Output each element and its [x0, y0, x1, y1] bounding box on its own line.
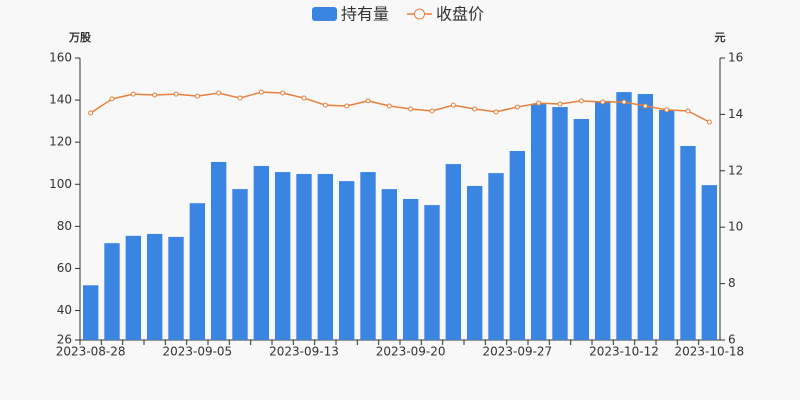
bar: [232, 189, 248, 340]
bar: [701, 185, 718, 340]
y-tick-label: 160: [49, 51, 72, 65]
y-tick-label: 80: [57, 219, 72, 233]
y-tick-label: 26: [57, 333, 72, 347]
x-tick-label: 2023-09-20: [376, 345, 446, 359]
point: [642, 103, 648, 109]
point: [578, 98, 584, 104]
point: [472, 106, 478, 112]
point: [365, 98, 371, 104]
x-tick-label: 2023-09-13: [269, 345, 339, 359]
bar: [445, 164, 462, 340]
point: [130, 91, 136, 97]
point: [109, 96, 115, 102]
point: [536, 100, 542, 106]
point: [280, 90, 286, 96]
bar: [146, 233, 163, 340]
point: [621, 99, 627, 105]
point: [408, 106, 414, 112]
point: [685, 108, 691, 114]
point: [152, 92, 158, 98]
point: [301, 95, 307, 101]
x-tick-label: 2023-09-05: [162, 345, 232, 359]
point: [706, 119, 712, 125]
bar: [253, 165, 270, 340]
bar: [168, 236, 184, 340]
legend-label: 收盘价: [436, 5, 484, 24]
bar: [360, 172, 376, 340]
point: [664, 107, 670, 113]
bar: [210, 161, 227, 340]
legend-swatch: [312, 7, 337, 21]
bar: [317, 173, 334, 340]
point: [429, 108, 435, 114]
y-axis-title: 万股: [68, 31, 92, 44]
bar: [594, 100, 611, 341]
y2-tick-label: 6: [728, 333, 736, 347]
y-tick-label: 120: [49, 135, 72, 149]
bar: [530, 104, 547, 340]
bar: [637, 93, 654, 340]
x-tick-label: 2023-10-12: [589, 345, 659, 359]
y-tick-label: 40: [57, 303, 72, 317]
point: [600, 99, 606, 105]
point: [322, 102, 328, 108]
y-tick-label: 100: [49, 177, 72, 191]
point: [557, 101, 563, 107]
line: [90, 91, 710, 123]
bar: [573, 119, 590, 341]
x-tick-label: 2023-10-18: [674, 345, 744, 359]
bar: [381, 189, 398, 340]
point: [493, 109, 499, 115]
bar: [296, 173, 312, 340]
bar: [680, 145, 696, 340]
y2-tick-label: 14: [728, 107, 743, 121]
x-tick-label: 2023-08-28: [56, 345, 126, 359]
point: [450, 102, 456, 108]
point: [237, 95, 243, 101]
point: [514, 104, 520, 110]
y2-axis-title: 元: [715, 31, 726, 44]
y-tick-label: 60: [57, 261, 72, 275]
y2-tick-label: 10: [728, 220, 743, 234]
bar: [338, 181, 355, 340]
bar: [488, 173, 504, 340]
bar: [424, 205, 440, 340]
legend-label: 持有量: [341, 5, 389, 24]
bar: [274, 172, 291, 340]
x-tick-label: 2023-09-27: [482, 345, 552, 359]
bar: [616, 92, 632, 341]
point: [386, 103, 392, 109]
bar: [189, 203, 206, 340]
y2-tick-label: 8: [728, 276, 736, 290]
legend-swatch: [414, 8, 425, 20]
point: [173, 91, 179, 97]
bar: [509, 151, 526, 340]
bar: [82, 285, 99, 340]
bar: [658, 109, 675, 341]
point: [216, 90, 222, 96]
y2-tick-label: 12: [728, 163, 743, 177]
point: [194, 93, 200, 99]
bar: [552, 107, 568, 340]
bar: [104, 243, 120, 340]
point: [88, 110, 94, 116]
bar: [402, 199, 419, 340]
point: [258, 89, 264, 95]
y-tick-label: 140: [49, 93, 72, 107]
bar: [466, 185, 483, 340]
y2-tick-label: 16: [728, 51, 743, 65]
bar: [125, 235, 142, 340]
point: [344, 103, 350, 109]
